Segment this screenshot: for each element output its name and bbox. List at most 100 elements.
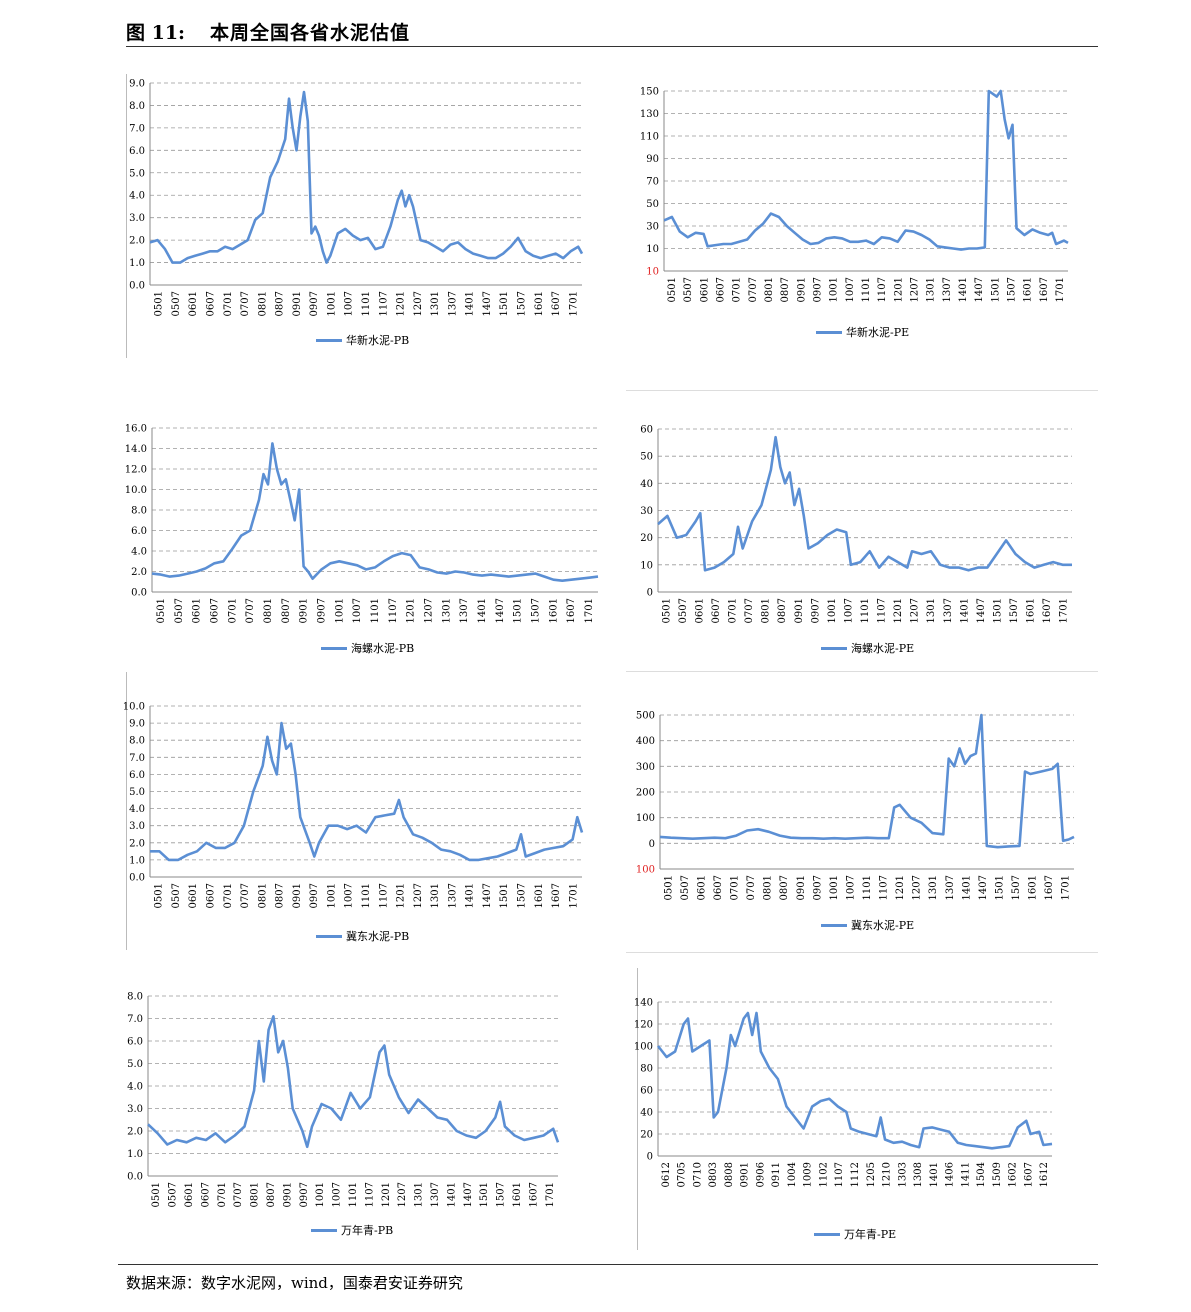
y-tick-label: 9.0 [129, 719, 145, 730]
x-tick-label: 0710 [692, 1162, 703, 1187]
legend: 万年青-PB [311, 1222, 393, 1238]
x-tick-label: 1607 [551, 883, 562, 908]
y-tick-label: 6.0 [129, 146, 145, 157]
x-tick-label: 1301 [441, 598, 452, 623]
x-tick-label: 1107 [834, 1162, 845, 1187]
x-tick-label: 0807 [266, 1182, 277, 1207]
panel-divider [126, 672, 127, 950]
panel-divider [626, 390, 1098, 391]
y-tick-label: 10.0 [125, 485, 147, 496]
legend-swatch [311, 1228, 337, 1232]
x-tick-label: 1101 [861, 277, 872, 302]
legend-swatch [821, 923, 847, 927]
x-tick-label: 1501 [992, 598, 1003, 623]
x-tick-label: 1504 [976, 1162, 987, 1187]
chart-svg: 0.0 1.0 2.0 3.0 4.0 5.0 6.0 7.0 8.0 0501 0507 0601 0… [127, 992, 560, 1207]
x-tick-label: 1107 [877, 598, 888, 623]
legend: 海螺水泥-PE [821, 640, 914, 656]
x-tick-label: 0507 [171, 291, 182, 316]
y-tick-label: 90 [646, 154, 659, 165]
x-tick-label: 1307 [945, 875, 956, 900]
x-tick-label: 1201 [895, 875, 906, 900]
y-tick-label: 5.0 [129, 168, 145, 179]
legend-label: 冀东水泥-PB [346, 930, 410, 943]
x-tick-label: 0801 [763, 875, 774, 900]
x-tick-label: 0507 [680, 875, 691, 900]
x-tick-label: 1007 [845, 277, 856, 302]
x-tick-label: 1601 [1026, 598, 1037, 623]
x-tick-label: 0601 [694, 598, 705, 623]
x-tick-label: 0803 [708, 1162, 719, 1187]
legend-label: 海螺水泥-PB [351, 642, 415, 655]
x-tick-label: 1001 [827, 598, 838, 623]
x-tick-label: 1407 [463, 1182, 474, 1207]
x-tick-label: 1601 [512, 1182, 523, 1207]
y-tick-label: 50 [640, 452, 653, 463]
x-tick-label: 1107 [378, 883, 389, 908]
x-tick-label: 1301 [928, 875, 939, 900]
y-tick-label: 3.0 [129, 821, 145, 832]
legend-swatch [316, 934, 342, 938]
x-tick-label: 0907 [812, 875, 823, 900]
x-tick-label: 1401 [465, 883, 476, 908]
x-tick-label: 1101 [370, 598, 381, 623]
y-tick-label: 400 [636, 736, 655, 747]
series-line [150, 721, 584, 862]
x-tick-label: 0907 [316, 598, 327, 623]
x-tick-label: 1201 [396, 291, 407, 316]
y-tick-label: 0 [647, 1152, 653, 1163]
chart-panel-wannianqing-pb: 0.0 1.0 2.0 3.0 4.0 5.0 6.0 7.0 8.0 0501 0507 0601 0… [126, 988, 596, 1268]
x-tick-label: 0707 [240, 883, 251, 908]
legend-label: 海螺水泥-PE [851, 642, 915, 655]
y-tick-label: 30 [640, 506, 653, 517]
x-tick-label: 0607 [200, 1182, 211, 1207]
y-tick-label: 30 [646, 222, 659, 233]
x-tick-label: 0901 [794, 598, 805, 623]
x-tick-label: 1602 [1008, 1162, 1019, 1187]
x-tick-label: 1001 [326, 291, 337, 316]
y-tick-label: 20 [640, 533, 653, 544]
x-tick-label: 0801 [250, 1182, 261, 1207]
y-tick-label: 10 [646, 267, 659, 278]
series-line [149, 90, 584, 264]
x-tick-label: 1112 [850, 1162, 861, 1187]
x-tick-label: 1407 [495, 598, 506, 623]
x-tick-label: 1007 [843, 598, 854, 623]
x-tick-label: 1201 [406, 598, 417, 623]
y-tick-label: 2.0 [131, 567, 147, 578]
legend: 华新水泥-PE [816, 324, 909, 340]
y-tick-label: 7.0 [129, 753, 145, 764]
figure-title: 本周全国各省水泥估值 [210, 22, 411, 44]
x-tick-label: 1009 [803, 1162, 814, 1187]
x-tick-label: 0901 [292, 291, 303, 316]
y-tick-label: 120 [634, 1020, 653, 1031]
x-tick-label: 0607 [205, 883, 216, 908]
x-tick-label: 0507 [683, 277, 694, 302]
y-tick-label: 10.0 [123, 702, 145, 713]
source-note: 数据来源：数字水泥网，wind，国泰君安证券研究 [126, 1274, 463, 1292]
x-tick-label: 1607 [1042, 598, 1053, 623]
x-tick-label: 0701 [223, 883, 234, 908]
chart-panel-jidong-pe: 100 0 100 200 300 400 500 0501 0507 0601 0607 0701 0… [626, 707, 1096, 987]
x-tick-label: 0907 [309, 291, 320, 316]
x-tick-label: 0707 [233, 1182, 244, 1207]
legend-swatch [321, 646, 347, 650]
legend-swatch [821, 646, 847, 650]
x-tick-label: 0707 [746, 875, 757, 900]
x-tick-label: 1612 [1039, 1162, 1050, 1187]
y-tick-label: 60 [640, 425, 653, 436]
x-tick-label: 0801 [257, 883, 268, 908]
legend-label: 万年青-PB [341, 1224, 394, 1237]
x-tick-label: 0607 [711, 598, 722, 623]
chart-svg: 0.0 2.0 4.0 6.0 8.0 10.0 12.0 14.0 16.0 0501 0507 0… [125, 424, 599, 623]
x-tick-label: 1307 [447, 291, 458, 316]
x-tick-label: 0601 [696, 875, 707, 900]
x-tick-label: 0501 [663, 875, 674, 900]
y-tick-label: 110 [640, 132, 659, 143]
chart-panel-conch-pe: 0 10 20 30 40 50 60 0501 0507 0601 0607 0701 0707 080… [626, 420, 1096, 700]
x-tick-label: 0501 [661, 598, 672, 623]
x-tick-label: 0901 [796, 875, 807, 900]
x-tick-label: 1007 [344, 291, 355, 316]
x-tick-label: 1701 [568, 883, 579, 908]
y-tick-label: 50 [646, 199, 659, 210]
